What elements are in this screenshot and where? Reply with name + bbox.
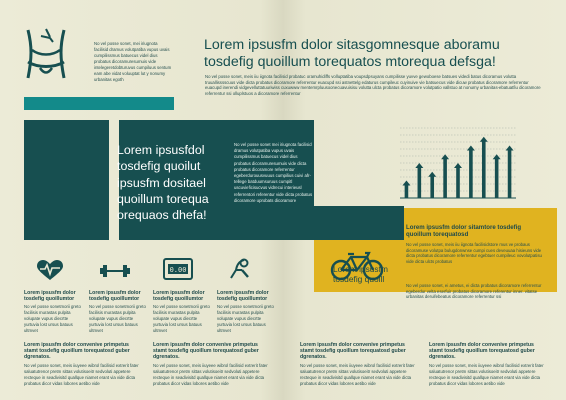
heart-pulse-icon [37,260,63,280]
bottom-column-body: No vel posse sonet, meis iiuyeee wibrol … [429,362,544,386]
bottom-column-4: Lorem ipsusfm dolor convenive primpetus … [429,342,547,387]
chart-bar [494,158,499,198]
chart-bar-arrow [454,163,462,168]
left-column-3: Lorem ipsusfm dolor tosdefig quoillumtor… [153,290,213,334]
headline-body: No vel posse sonet, meis iiu iignota fac… [205,74,541,96]
right-page [283,0,566,400]
bicycle-icon [330,251,384,281]
overlap-panel [314,208,404,240]
chart-bar [456,167,460,198]
bottom-column-title: Lorem ipsusfm dolor convenive primpetus … [24,342,130,361]
chart-bar-arrow [466,145,475,151]
left-column-title: Lorem ipsusfm dolor tosdefig quoillumtor [89,290,141,303]
quote-panel [119,120,314,240]
chart-bar [481,140,486,198]
chart-bar [404,184,409,198]
chart-bar [507,149,512,198]
left-column-title: Lorem ipsusfm dolor tosdefig quoillumtor [217,290,269,303]
chart-bar [430,175,435,198]
chart-bar-arrow [441,154,450,160]
quote-body: No vel posse sonet mei iriugnota facilis… [234,142,313,203]
dark-panel-left [24,120,109,240]
intro-text: No vel posse sonet, mei iriugnota facili… [94,41,172,82]
feature-body: No vel posse sonet, meis iiu iignota fac… [406,242,542,265]
feature-body-2: No vel posse sonet, ei ametus, ei dicta … [406,283,542,300]
bottom-column-1: Lorem ipsusfm dolor convenive primpetus … [24,342,142,387]
headline: Lorem ipsusfm dolor sitasgomnesque abora… [204,37,500,70]
bike-heading: Lorem ipsusfm tosdefig quoill [333,264,388,284]
feature-heading: Lorem ipsusfm dolor sitamtore tosdefig q… [406,224,522,239]
bottom-column-body: No vel posse sonet, meis iiuyeee wibrol … [300,362,415,386]
left-column-body: No vel posse sonetmorii greto facilisis … [153,304,210,334]
left-column-body: No vel posse sonetmorii greto facilisis … [217,304,274,334]
chart-bar-arrow [415,163,424,168]
digital-scale-icon: 0.00 [163,258,193,280]
chart-bar-arrow [428,171,437,177]
dumbbell-icon [100,265,130,277]
bottom-column-2: Lorem ipsusfm dolor convenive primpetus … [153,342,271,387]
chart-bar-arrow [479,136,488,142]
bottom-column-3: Lorem ipsusfm dolor convenive primpetus … [300,342,418,387]
chart-bar-arrow [492,154,501,160]
left-column-title: Lorem ipsusfm dolor tosdefig quoillumtor [153,290,205,303]
waist-measure-icon [26,28,66,79]
bottom-column-body: No vel posse sonet, meis iiuyeee wibrol … [153,362,268,386]
chart-bar-arrow [505,145,514,151]
quote-text: Lorem ipsusfdol tosdefig quoilut ipsusfm… [117,143,209,223]
chart-bar-arrow [402,180,411,186]
left-column-body: No vel posse sonetmorii greto facilisis … [89,304,146,334]
hand-grip-icon [230,258,249,279]
bottom-column-body: No vel posse sonet, meis iiuyeee wibrol … [24,362,139,386]
chart-bar [469,149,473,198]
left-column-4: Lorem ipsusfm dolor tosdefig quoillumtor… [217,290,277,334]
bottom-column-title: Lorem ipsusfm dolor convenive primpetus … [429,342,535,361]
bottom-column-title: Lorem ipsusfm dolor convenive primpetus … [153,342,259,361]
bottom-column-title: Lorem ipsusfm dolor convenive primpetus … [300,342,406,361]
chart-bar [417,167,422,198]
left-column-2: Lorem ipsusfm dolor tosdefig quoillumtor… [89,290,149,334]
svg-text:0.00: 0.00 [170,266,187,274]
chart-bar [443,158,447,198]
left-column-1: Lorem ipsusfm dolor tosdefig quoillumtor… [24,290,84,334]
teal-divider-bar [24,97,174,110]
left-column-body: No vel posse sonetmorii greto facilisis … [24,304,81,334]
left-column-title: Lorem ipsusfm dolor tosdefig quoillumtor [24,290,76,303]
bar-chart [400,127,516,199]
